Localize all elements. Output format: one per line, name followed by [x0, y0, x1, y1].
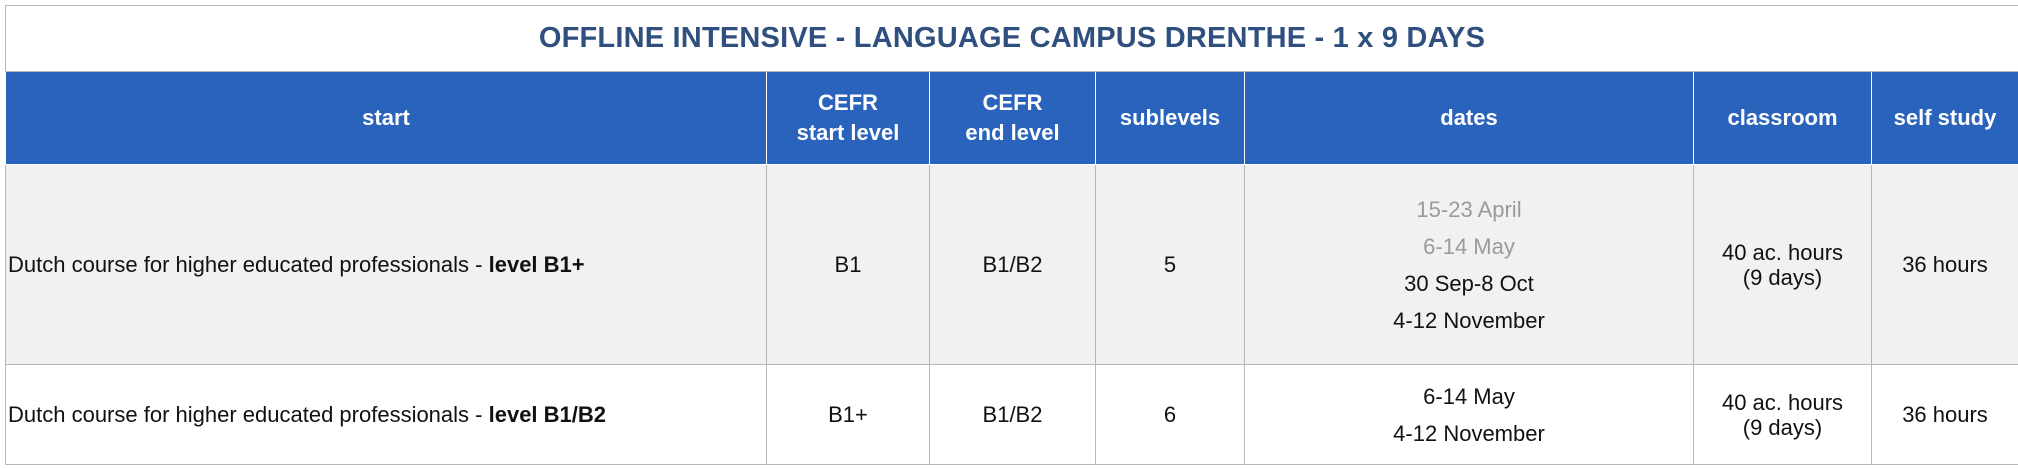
classroom-hours: 40 ac. hours (9 days) — [1693, 364, 1872, 465]
course-prefix: Dutch course for higher educated profess… — [8, 401, 489, 427]
title-row: OFFLINE INTENSIVE - LANGUAGE CAMPUS DREN… — [5, 5, 2018, 72]
sublevels-count: 6 — [1095, 364, 1245, 465]
classroom-hours: 40 ac. hours (9 days) — [1693, 164, 1872, 365]
cefr-end-level: B1/B2 — [929, 164, 1096, 365]
header-sublevels: sublevels — [1095, 71, 1245, 165]
course-level: level B1+ — [488, 251, 585, 277]
course-schedule: OFFLINE INTENSIVE - LANGUAGE CAMPUS DREN… — [5, 5, 2018, 465]
header-start: start — [5, 71, 767, 165]
table-row: Dutch course for higher educated profess… — [5, 164, 2018, 365]
header-dates: dates — [1244, 71, 1694, 165]
sublevels-count: 5 — [1095, 164, 1245, 365]
date-item: 6-14 May — [1423, 383, 1515, 409]
date-item: 6-14 May — [1423, 233, 1515, 259]
course-name: Dutch course for higher educated profess… — [5, 364, 767, 465]
dates-list: 15-23 April 6-14 May 30 Sep-8 Oct 4-12 N… — [1244, 164, 1694, 365]
header-cefr-start: CEFR start level — [766, 71, 930, 165]
classroom-hours-line1: 40 ac. hours — [1721, 389, 1844, 415]
date-item: 15-23 April — [1416, 196, 1522, 222]
header-cefr-end-line1: CEFR — [982, 90, 1043, 115]
self-study-hours: 36 hours — [1871, 364, 2018, 465]
dates-list: 6-14 May 4-12 November — [1244, 364, 1694, 465]
date-item: 4-12 November — [1393, 307, 1545, 333]
cefr-start-level: B1+ — [766, 364, 930, 465]
course-prefix: Dutch course for higher educated profess… — [8, 251, 489, 277]
cefr-end-level: B1/B2 — [929, 364, 1096, 465]
course-level: level B1/B2 — [488, 401, 607, 427]
header-cefr-start-line2: start level — [796, 120, 900, 145]
header-self-study: self study — [1871, 71, 2018, 165]
date-item: 4-12 November — [1393, 420, 1545, 446]
classroom-hours-line2: (9 days) — [1742, 264, 1823, 290]
classroom-hours-line1: 40 ac. hours — [1721, 239, 1844, 265]
table-row: Dutch course for higher educated profess… — [5, 364, 2018, 465]
self-study-hours: 36 hours — [1871, 164, 2018, 365]
schedule-table: OFFLINE INTENSIVE - LANGUAGE CAMPUS DREN… — [5, 5, 2018, 465]
header-cefr-end: CEFR end level — [929, 71, 1096, 165]
date-item: 30 Sep-8 Oct — [1404, 270, 1534, 296]
header-cefr-start-line1: CEFR — [818, 90, 878, 115]
header-cefr-end-line2: end level — [965, 120, 1060, 145]
table-title: OFFLINE INTENSIVE - LANGUAGE CAMPUS DREN… — [5, 5, 2018, 72]
header-classroom: classroom — [1693, 71, 1872, 165]
classroom-hours-line2: (9 days) — [1742, 414, 1823, 440]
cefr-start-level: B1 — [766, 164, 930, 365]
header-row: start CEFR start level CEFR end level su… — [5, 71, 2018, 165]
course-name: Dutch course for higher educated profess… — [5, 164, 767, 365]
